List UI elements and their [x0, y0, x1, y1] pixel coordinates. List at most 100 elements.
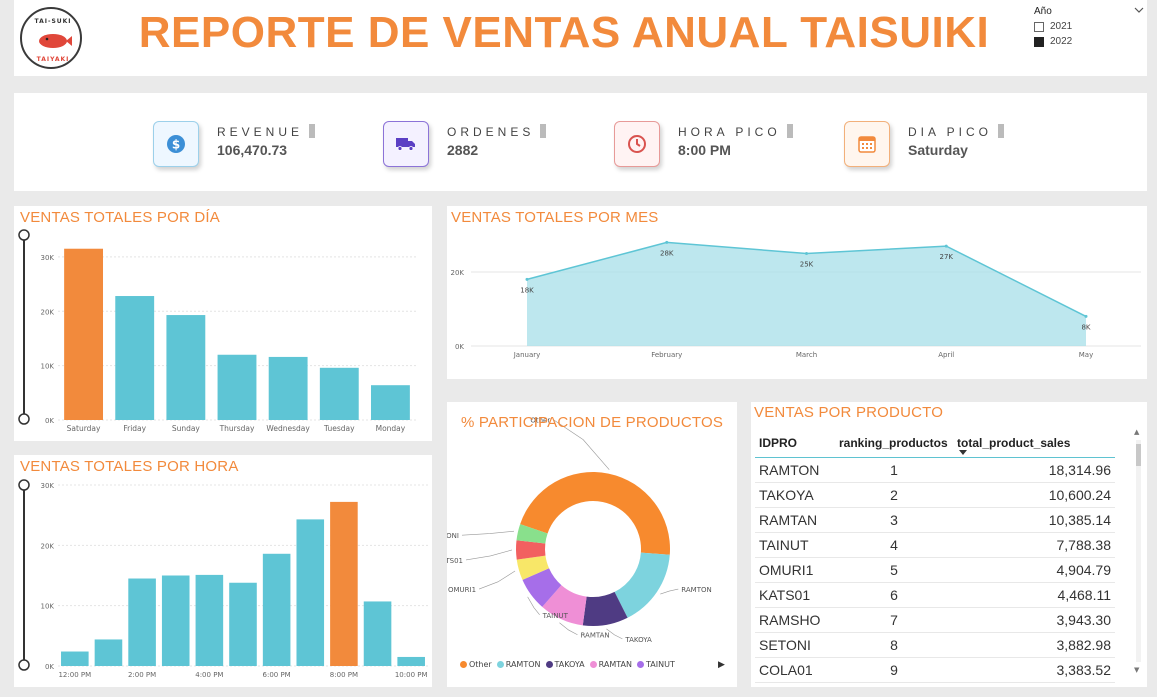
table-row[interactable]: RAMTON 1 18,314.96 — [755, 457, 1115, 483]
scroll-down-icon[interactable]: ▼ — [1134, 666, 1140, 674]
sort-descending-icon[interactable] — [959, 449, 967, 455]
year-option-label: 2022 — [1050, 36, 1073, 47]
column-header-ranking[interactable]: ranking_productos — [835, 429, 953, 458]
year-option-2022[interactable]: 2022 — [1034, 36, 1144, 47]
legend-swatch — [589, 661, 597, 668]
bar — [262, 553, 291, 666]
table-scrollbar[interactable]: ▲ ▼ — [1134, 428, 1142, 676]
scroll-up-icon[interactable]: ▲ — [1134, 428, 1140, 436]
x-tick-label: 8:00 PM — [330, 671, 358, 679]
dollar-icon: $ — [153, 121, 199, 167]
legend-swatch — [496, 661, 504, 668]
cell-ranking: 9 — [835, 657, 953, 683]
cell-sales: 18,314.96 — [953, 457, 1115, 483]
truck-icon — [383, 121, 429, 167]
checkbox-2021[interactable] — [1034, 21, 1044, 32]
section-title: VENTAS TOTALES POR DÍA — [20, 209, 221, 226]
slider-handle-top — [18, 479, 30, 491]
slice-label: KATS01 — [447, 557, 463, 565]
ventas-por-mes-card: VENTAS TOTALES POR MES 20K 0K 18K January 28… — [447, 206, 1147, 379]
column-header-sales[interactable]: total_product_sales — [953, 429, 1115, 458]
cell-ranking: 7 — [835, 607, 953, 633]
table-row[interactable]: SETONI 8 3,882.98 — [755, 632, 1115, 658]
table-row[interactable]: COLA01 9 3,383.52 — [755, 657, 1115, 683]
cell-idpro: TAKOYA — [755, 482, 835, 508]
data-label: 27K — [940, 253, 954, 261]
y-tick-label: 0K — [45, 663, 54, 671]
kpi-hora-pico: HORA PICO 8:00 PM — [614, 121, 793, 167]
table-header-row: IDPRO ranking_productos total_product_sa… — [755, 429, 1115, 458]
x-tick-label: 12:00 PM — [58, 671, 91, 679]
bar — [64, 248, 104, 420]
slider-handle-bottom — [18, 659, 30, 671]
cell-ranking: 8 — [835, 632, 953, 658]
donut-slice — [522, 568, 562, 607]
kpi-value: 106,470.73 — [217, 142, 288, 158]
x-tick-label: Friday — [123, 424, 146, 433]
logo-top-text: TAI-SUKI — [34, 18, 71, 25]
year-option-2021[interactable]: 2021 — [1034, 21, 1144, 32]
cell-ranking: 5 — [835, 557, 953, 583]
checkbox-2022[interactable] — [1034, 36, 1044, 47]
legend-item[interactable]: Other — [460, 660, 492, 669]
x-tick-label: April — [938, 351, 954, 359]
slice-label: TAKOYA — [624, 636, 652, 644]
scrollbar-thumb[interactable] — [1136, 444, 1141, 466]
svg-text:$: $ — [172, 138, 180, 152]
cell-ranking: 6 — [835, 582, 953, 608]
table-row[interactable]: RAMSHO 7 3,943.30 — [755, 607, 1115, 633]
leader-line — [660, 588, 679, 595]
y-tick-label: 10K — [41, 363, 55, 371]
cell-idpro: RAMTON — [755, 457, 835, 483]
cell-sales: 10,600.24 — [953, 482, 1115, 508]
table-row[interactable]: TAKOYA 2 10,600.24 — [755, 482, 1115, 508]
header-card: TAI-SUKI TAIYAKI REPORTE DE VENTAS ANUAL… — [14, 0, 1147, 76]
table-row[interactable]: TAINUT 4 7,788.38 — [755, 532, 1115, 558]
x-tick-label: Sunday — [172, 424, 201, 433]
slice-label: TAINUT — [542, 612, 569, 620]
x-tick-label: Saturday — [67, 424, 101, 433]
kpi-dia-pico: DIA PICO Saturday — [844, 121, 1005, 167]
year-slicer[interactable]: Año 2021 2022 — [1034, 6, 1144, 47]
legend-label: TAINUT — [646, 660, 675, 669]
table-row[interactable]: OMURI1 5 4,904.79 — [755, 557, 1115, 583]
legend-swatch — [460, 661, 467, 668]
table-row[interactable]: KATS01 6 4,468.11 — [755, 582, 1115, 608]
data-point — [1084, 314, 1088, 318]
bar — [195, 574, 224, 666]
bar — [397, 656, 425, 666]
leader-line — [527, 596, 540, 616]
logo-graphic: TAI-SUKI TAIYAKI — [34, 18, 72, 63]
donut-slice — [582, 591, 628, 626]
cell-sales: 4,904.79 — [953, 557, 1115, 583]
bar — [115, 296, 155, 420]
kpi-strip: $ REVENUE 106,470.73 ORDENES 2882 HORA P… — [14, 93, 1147, 191]
kpi-value: Saturday — [908, 142, 968, 158]
donut-slice — [614, 552, 670, 618]
legend-next-arrow-icon[interactable]: ▶ — [718, 660, 725, 670]
x-tick-label: January — [513, 351, 541, 359]
table-row[interactable]: RAMTAN 3 10,385.14 — [755, 507, 1115, 533]
area-fill — [527, 242, 1086, 346]
legend-swatch — [545, 661, 553, 668]
cell-idpro: RAMSHO — [755, 607, 835, 633]
clock-icon — [614, 121, 660, 167]
cell-sales: 10,385.14 — [953, 507, 1115, 533]
kpi-revenue: $ REVENUE 106,470.73 — [153, 121, 316, 167]
slice-label: RAMTON — [681, 586, 711, 594]
bar — [296, 519, 325, 666]
leader-line — [559, 622, 578, 636]
kpi-ordenes: ORDENES 2882 — [383, 121, 547, 167]
ventas-por-mes-chart: 20K 0K 18K January 28K February 25K March 27K Apr… — [451, 240, 1141, 359]
legend-item[interactable]: RAMTON — [496, 660, 541, 669]
legend-item[interactable]: RAMTAN — [589, 660, 632, 669]
cell-sales: 7,788.38 — [953, 532, 1115, 558]
chevron-down-icon[interactable] — [1134, 6, 1144, 17]
column-header-idpro[interactable]: IDPRO — [755, 429, 835, 458]
legend-item[interactable]: TAINUT — [637, 660, 675, 669]
legend-item[interactable]: TAKOYA — [545, 660, 585, 669]
bar — [61, 651, 89, 666]
legend-label: RAMTAN — [598, 660, 632, 669]
logo-bottom-text: TAIYAKI — [37, 56, 70, 63]
cell-ranking: 2 — [835, 482, 953, 508]
